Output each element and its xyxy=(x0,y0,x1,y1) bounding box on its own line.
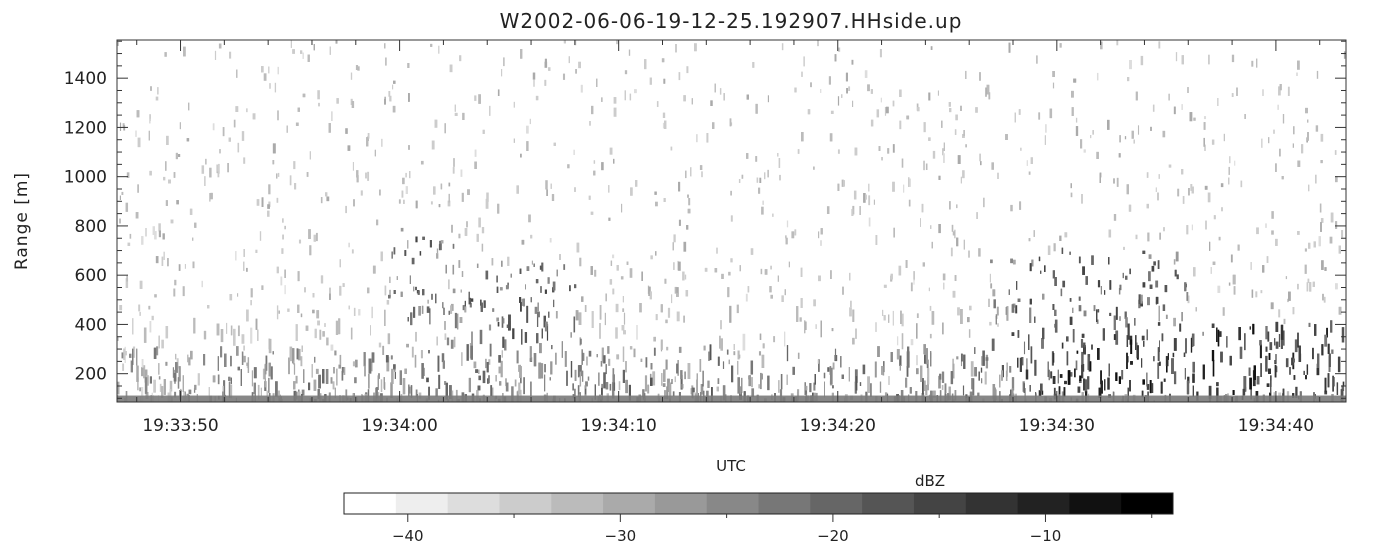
x-tick-label: 19:34:00 xyxy=(361,416,437,436)
colorbar: −40 −30 −20 −10 dBZ xyxy=(343,472,1174,545)
colorbar-tick-label: −40 xyxy=(392,527,424,545)
colorbar-swatch xyxy=(1017,493,1070,514)
colorbar-swatch xyxy=(810,493,863,514)
x-tick-label: 19:34:30 xyxy=(1019,416,1095,436)
y-tick-label: 400 xyxy=(75,315,107,335)
ground-clutter-band xyxy=(117,395,1346,402)
colorbar-ticks: −40 −30 −20 −10 xyxy=(392,514,1153,545)
colorbar-swatch xyxy=(862,493,915,514)
colorbar-frame xyxy=(343,492,1174,515)
colorbar-swatch xyxy=(551,493,604,514)
plot-area xyxy=(117,40,1346,402)
y-tick-label: 1400 xyxy=(64,69,107,89)
colorbar-swatch xyxy=(499,493,552,514)
colorbar-label: dBZ xyxy=(915,472,945,490)
reflectivity-field xyxy=(117,40,1346,402)
y-tick-label: 600 xyxy=(75,266,107,286)
colorbar-tick-label: −20 xyxy=(817,527,849,545)
colorbar-swatch xyxy=(758,493,811,514)
colorbar-swatch xyxy=(395,493,449,514)
x-tick-label: 19:34:40 xyxy=(1238,416,1314,436)
colorbar-tick-label: −30 xyxy=(605,527,637,545)
colorbar-tick-label: −10 xyxy=(1030,527,1062,545)
x-tick-label: 19:34:10 xyxy=(580,416,656,436)
colorbar-swatch xyxy=(344,493,397,514)
colorbar-swatches xyxy=(344,493,1174,514)
chart-title: W2002-06-06-19-12-25.192907.HHside.up xyxy=(500,9,963,33)
colorbar-swatch xyxy=(913,493,967,514)
y-tick-label: 200 xyxy=(75,365,107,385)
x-tick-label: 19:34:20 xyxy=(800,416,876,436)
colorbar-swatch xyxy=(1121,493,1174,514)
y-tick-label: 800 xyxy=(75,217,107,237)
colorbar-swatch xyxy=(1069,493,1122,514)
y-tick-label: 1200 xyxy=(64,118,107,138)
y-tick-label: 1000 xyxy=(64,168,107,188)
y-axis-ticks: 200 400 600 800 1000 1200 1400 xyxy=(64,40,1346,399)
colorbar-swatch xyxy=(706,493,759,514)
colorbar-swatch xyxy=(447,493,500,514)
x-axis-label: UTC xyxy=(716,457,746,475)
colorbar-swatch xyxy=(965,493,1019,514)
colorbar-swatch xyxy=(654,493,708,514)
x-tick-label: 19:33:50 xyxy=(142,416,218,436)
colorbar-swatch xyxy=(603,493,656,514)
plot-frame xyxy=(116,39,1347,403)
x-axis-ticks: 19:33:50 19:34:00 19:34:10 19:34:20 19:34:30… xyxy=(136,40,1321,436)
y-axis-label: Range [m] xyxy=(12,172,32,270)
